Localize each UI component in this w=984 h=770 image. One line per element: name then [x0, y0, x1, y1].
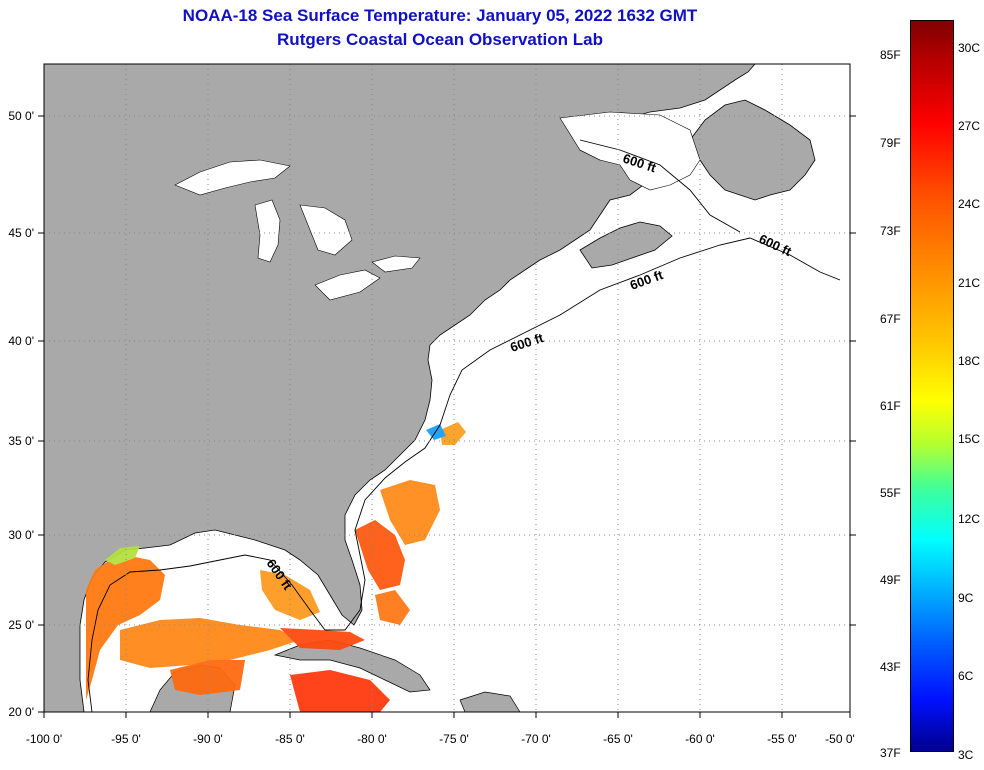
isobath-600ft	[87, 237, 841, 713]
lat-label: 50 0'	[8, 109, 34, 123]
sst-patch-bahamas	[375, 590, 410, 625]
lon-label: -65 0'	[603, 732, 633, 746]
sst-patch-gulf-coast-green	[105, 546, 140, 565]
isobath-600ft-stlawrence	[579, 139, 741, 233]
gulf-st-lawrence	[559, 111, 701, 191]
colorbar-f-label: 49F	[880, 573, 901, 587]
temperature-colorbar	[910, 20, 954, 752]
colorbar-c-label: 18C	[958, 354, 981, 368]
lon-label: -70 0'	[521, 732, 551, 746]
land-hispaniola	[459, 691, 521, 713]
lon-label: -60 0'	[685, 732, 715, 746]
colorbar-f-label: 55F	[880, 486, 901, 500]
lon-label: -80 0'	[357, 732, 387, 746]
lon-label: -90 0'	[193, 732, 223, 746]
lat-label: 25 0'	[8, 618, 34, 632]
colorbar-c-label: 30C	[958, 41, 981, 55]
lat-label: 30 0'	[8, 528, 34, 542]
lake-michigan	[254, 199, 281, 263]
lat-label: 35 0'	[8, 434, 34, 448]
colorbar-f-label: 85F	[880, 48, 901, 62]
colorbar-c-label: 21C	[958, 276, 981, 290]
sst-patch-gulf-west	[86, 556, 165, 700]
colorbar-c-label: 6C	[958, 669, 974, 683]
latitude-labels: 50 0' 45 0' 40 0' 35 0' 30 0' 25 0' 20 0…	[8, 109, 34, 719]
sst-patch-caribbean	[290, 670, 390, 712]
sst-patch-yucatan-north	[170, 660, 245, 695]
sst-patch-gulf-stream-se	[355, 520, 405, 590]
lake-erie	[314, 269, 381, 301]
lon-label: -85 0'	[275, 732, 305, 746]
sst-patch-carolina	[440, 422, 466, 445]
colorbar-c-label: 3C	[958, 748, 974, 762]
axis-ticks	[38, 115, 856, 718]
map-title: NOAA-18 Sea Surface Temperature: January…	[182, 6, 698, 25]
sst-patch-gulf-central	[120, 618, 300, 668]
lon-label: -50 0'	[825, 732, 855, 746]
colorbar-c-label: 9C	[958, 591, 974, 605]
lon-label: -95 0'	[111, 732, 141, 746]
sst-data	[86, 422, 466, 712]
lat-label: 40 0'	[8, 334, 34, 348]
sst-patch-atlantic-offshore	[380, 480, 440, 545]
colorbar-f-label: 79F	[880, 136, 901, 150]
colorbar-f-label: 37F	[880, 746, 901, 760]
map-subtitle: Rutgers Coastal Ocean Observation Lab	[277, 30, 603, 49]
sst-patch-cape-hatteras-cold	[426, 424, 446, 440]
colorbar-c-label: 15C	[958, 432, 981, 446]
lake-superior	[174, 159, 291, 196]
lat-label: 45 0'	[8, 226, 34, 240]
lake-ontario	[371, 255, 421, 273]
graticule	[44, 64, 850, 712]
longitude-labels: -100 0' -95 0' -90 0' -85 0' -80 0' -75 …	[26, 732, 855, 746]
lon-label: -75 0'	[439, 732, 469, 746]
colorbar-c-label: 12C	[958, 512, 981, 526]
land-newfoundland	[689, 99, 816, 201]
lon-label: -100 0'	[26, 732, 62, 746]
colorbar-c-label: 24C	[958, 197, 981, 211]
colorbar-c-label: 27C	[958, 119, 981, 133]
lake-huron	[299, 204, 353, 256]
colorbar-f-label: 73F	[880, 224, 901, 238]
lon-label: -55 0'	[767, 732, 797, 746]
colorbar-f-label: 61F	[880, 399, 901, 413]
lat-label: 20 0'	[8, 705, 34, 719]
colorbar-f-label: 43F	[880, 660, 901, 674]
colorbar-f-label: 67F	[880, 312, 901, 326]
map-frame	[43, 63, 851, 713]
sst-patch-florida-strait	[280, 628, 365, 650]
